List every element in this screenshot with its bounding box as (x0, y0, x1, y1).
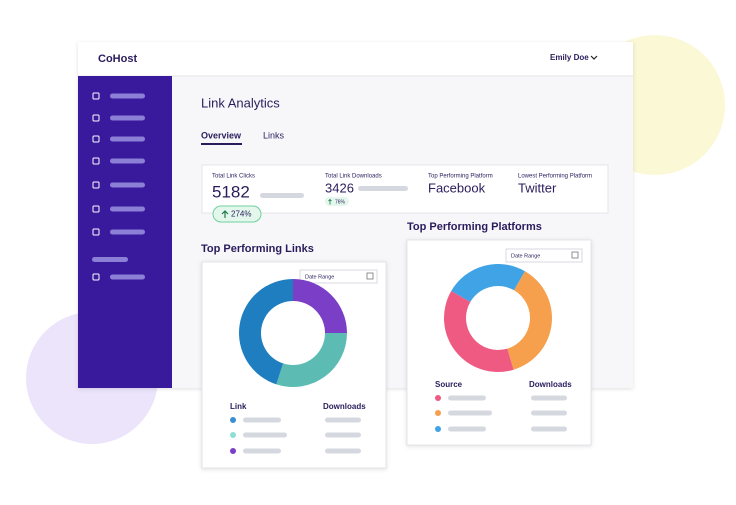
column-header: Link (230, 402, 247, 411)
date-placeholder: Date Range (511, 253, 540, 259)
date-placeholder: Date Range (305, 274, 334, 280)
nav-icon (92, 181, 100, 189)
donut (443, 263, 552, 373)
placeholder-bar (531, 426, 567, 432)
change-text: 274% (231, 210, 251, 219)
stat-label: Total Link Downloads (325, 174, 382, 180)
nav-icon (92, 228, 100, 236)
nav-label (110, 93, 145, 99)
stat-label: Top Performing Platform (428, 174, 493, 180)
placeholder-bar (448, 410, 492, 416)
placeholder-bar (243, 448, 281, 454)
nav-section (92, 257, 128, 262)
nav-label (110, 136, 145, 142)
legend-dot (435, 410, 441, 416)
legend-dot (230, 432, 236, 438)
nav-icon (92, 157, 100, 165)
donut-segment (443, 291, 514, 373)
legend-dot (435, 395, 441, 401)
user-caret[interactable] (590, 55, 598, 60)
tab[interactable]: Overview (201, 130, 242, 140)
placeholder-bar (448, 395, 486, 401)
change-badge (325, 197, 349, 206)
stat-value: 5182 (212, 182, 250, 201)
placeholder-bar (325, 432, 361, 438)
header-bar (78, 42, 633, 76)
placeholder-bar (358, 186, 408, 191)
nav-icon (92, 273, 100, 281)
column-header: Downloads (323, 402, 366, 411)
date-input[interactable] (505, 248, 583, 263)
placeholder-bar (531, 410, 567, 416)
page-title: Link Analytics (201, 95, 280, 110)
placeholder-bar (243, 417, 281, 423)
up-arrow (221, 210, 229, 218)
logo: CoHost (98, 53, 137, 65)
stat-value: 3426 (325, 180, 354, 195)
donut-segment (276, 333, 348, 388)
nav-label (110, 115, 145, 121)
stat-value: Facebook (428, 180, 486, 195)
calendar-icon[interactable] (571, 251, 579, 259)
tab[interactable]: Links (263, 130, 285, 140)
donut (238, 279, 348, 388)
donut-segment (293, 279, 347, 333)
nav-icon (92, 135, 100, 143)
sidebar-nav (92, 92, 145, 281)
legend-dot (230, 417, 236, 423)
nav-label (110, 274, 145, 280)
donut-segment (238, 279, 293, 385)
placeholder-bar (531, 395, 567, 401)
legend-dot (435, 426, 441, 432)
nav-label (110, 229, 145, 235)
stat-value: Twitter (518, 180, 557, 195)
placeholder-bar (260, 193, 304, 198)
stat-label: Total Link Clicks (212, 174, 255, 180)
nav-icon (92, 205, 100, 213)
card-title: Top Performing Links (201, 243, 314, 255)
legend (230, 395, 567, 454)
nav-label (110, 206, 145, 212)
donut-segment (507, 271, 552, 370)
placeholder-bar (243, 432, 287, 438)
nav-label (110, 182, 145, 188)
calendar-icon[interactable] (366, 272, 374, 280)
tab-underline (201, 143, 242, 145)
date-input[interactable] (299, 269, 378, 284)
card-title: Top Performing Platforms (407, 221, 542, 233)
column-header: Source (435, 380, 463, 389)
nav-label (110, 158, 145, 164)
change-text: 76% (335, 199, 346, 205)
up-arrow (328, 198, 332, 205)
column-header: Downloads (529, 380, 572, 389)
stat-label: Lowest Performing Platform (518, 174, 592, 180)
donut-segment (451, 263, 525, 302)
user-name[interactable]: Emily Doe (550, 53, 589, 62)
legend-dot (230, 448, 236, 454)
placeholder-bar (325, 417, 361, 423)
nav-icon (92, 92, 100, 100)
nav-icon (92, 114, 100, 122)
placeholder-bar (325, 448, 361, 454)
placeholder-bar (448, 426, 486, 432)
